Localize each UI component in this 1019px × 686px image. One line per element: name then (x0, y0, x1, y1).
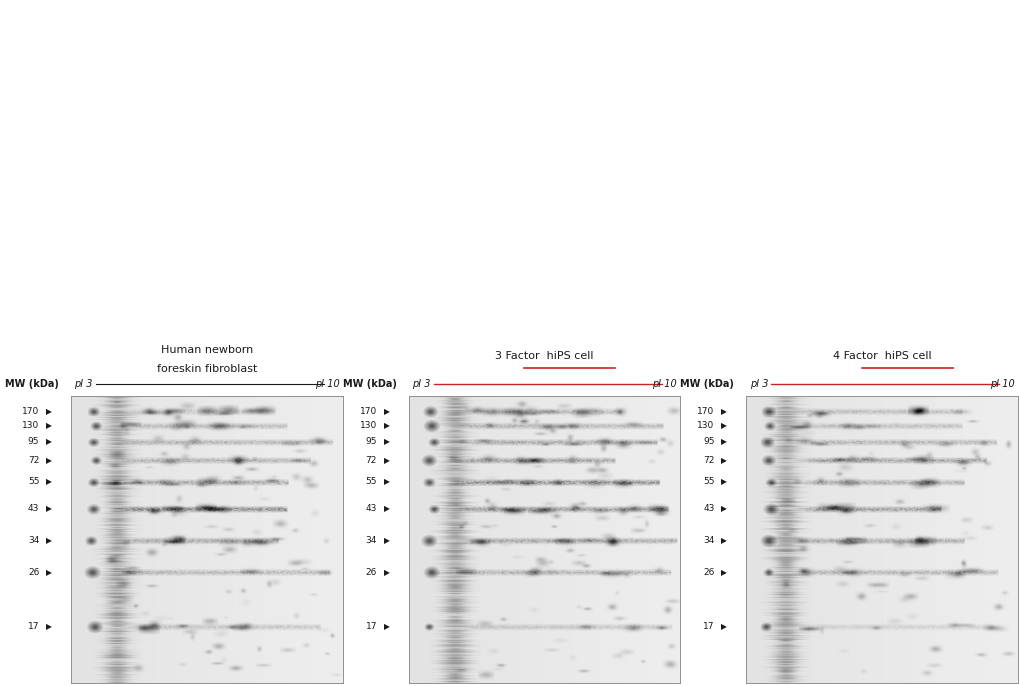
Text: 34: 34 (28, 536, 40, 545)
Text: ▶: ▶ (383, 407, 389, 416)
Text: 72: 72 (28, 456, 40, 464)
Text: pI 10: pI 10 (651, 379, 677, 389)
Text: 130: 130 (697, 421, 714, 430)
Text: 34: 34 (702, 536, 714, 545)
Text: 26: 26 (702, 567, 714, 577)
Text: ▶: ▶ (383, 504, 389, 514)
Text: pI 3: pI 3 (749, 379, 767, 389)
Text: foreskin fibroblast: foreskin fibroblast (157, 364, 257, 374)
Text: 72: 72 (702, 456, 714, 464)
Text: 130: 130 (360, 421, 377, 430)
Text: ▶: ▶ (720, 477, 727, 486)
Text: ▶: ▶ (383, 456, 389, 464)
Text: pI 10: pI 10 (988, 379, 1014, 389)
Text: 26: 26 (28, 567, 40, 577)
Text: ▶: ▶ (383, 437, 389, 446)
Text: ▶: ▶ (46, 622, 52, 631)
Text: ▶: ▶ (46, 536, 52, 545)
Text: ▶: ▶ (383, 477, 389, 486)
Text: 17: 17 (365, 622, 377, 631)
Text: ▶: ▶ (720, 437, 727, 446)
Text: 55: 55 (365, 477, 377, 486)
Text: 43: 43 (28, 504, 40, 514)
Text: 170: 170 (22, 407, 40, 416)
Text: 95: 95 (365, 437, 377, 446)
Text: 43: 43 (702, 504, 714, 514)
Text: 170: 170 (360, 407, 377, 416)
Text: ▶: ▶ (383, 421, 389, 430)
Text: ▶: ▶ (383, 622, 389, 631)
Text: ▶: ▶ (383, 567, 389, 577)
Text: ▶: ▶ (720, 536, 727, 545)
Text: 170: 170 (697, 407, 714, 416)
Text: ▶: ▶ (46, 421, 52, 430)
Text: 55: 55 (702, 477, 714, 486)
Text: 17: 17 (28, 622, 40, 631)
Text: ▶: ▶ (720, 407, 727, 416)
Text: 95: 95 (702, 437, 714, 446)
Text: MW (kDa): MW (kDa) (5, 379, 59, 389)
Text: ▶: ▶ (46, 567, 52, 577)
Text: ▶: ▶ (720, 421, 727, 430)
Text: ▶: ▶ (720, 504, 727, 514)
Text: pI 10: pI 10 (314, 379, 339, 389)
Text: pI 3: pI 3 (74, 379, 93, 389)
Text: 72: 72 (365, 456, 377, 464)
Text: 55: 55 (28, 477, 40, 486)
Text: ▶: ▶ (46, 477, 52, 486)
Text: 34: 34 (365, 536, 377, 545)
Text: 26: 26 (365, 567, 377, 577)
Text: 43: 43 (365, 504, 377, 514)
Text: ▶: ▶ (720, 567, 727, 577)
Text: pI 3: pI 3 (412, 379, 430, 389)
Text: ▶: ▶ (46, 437, 52, 446)
Text: 95: 95 (28, 437, 40, 446)
Text: 4 Factor  hiPS cell: 4 Factor hiPS cell (832, 351, 930, 361)
Text: ▶: ▶ (46, 504, 52, 514)
Text: ▶: ▶ (720, 622, 727, 631)
Text: ▶: ▶ (383, 536, 389, 545)
Text: 130: 130 (22, 421, 40, 430)
Text: 3 Factor  hiPS cell: 3 Factor hiPS cell (494, 351, 593, 361)
Text: Human newborn: Human newborn (161, 344, 253, 355)
Text: ▶: ▶ (46, 407, 52, 416)
Text: 17: 17 (702, 622, 714, 631)
Text: MW (kDa): MW (kDa) (680, 379, 734, 389)
Text: MW (kDa): MW (kDa) (342, 379, 396, 389)
Text: ▶: ▶ (720, 456, 727, 464)
Text: ▶: ▶ (46, 456, 52, 464)
